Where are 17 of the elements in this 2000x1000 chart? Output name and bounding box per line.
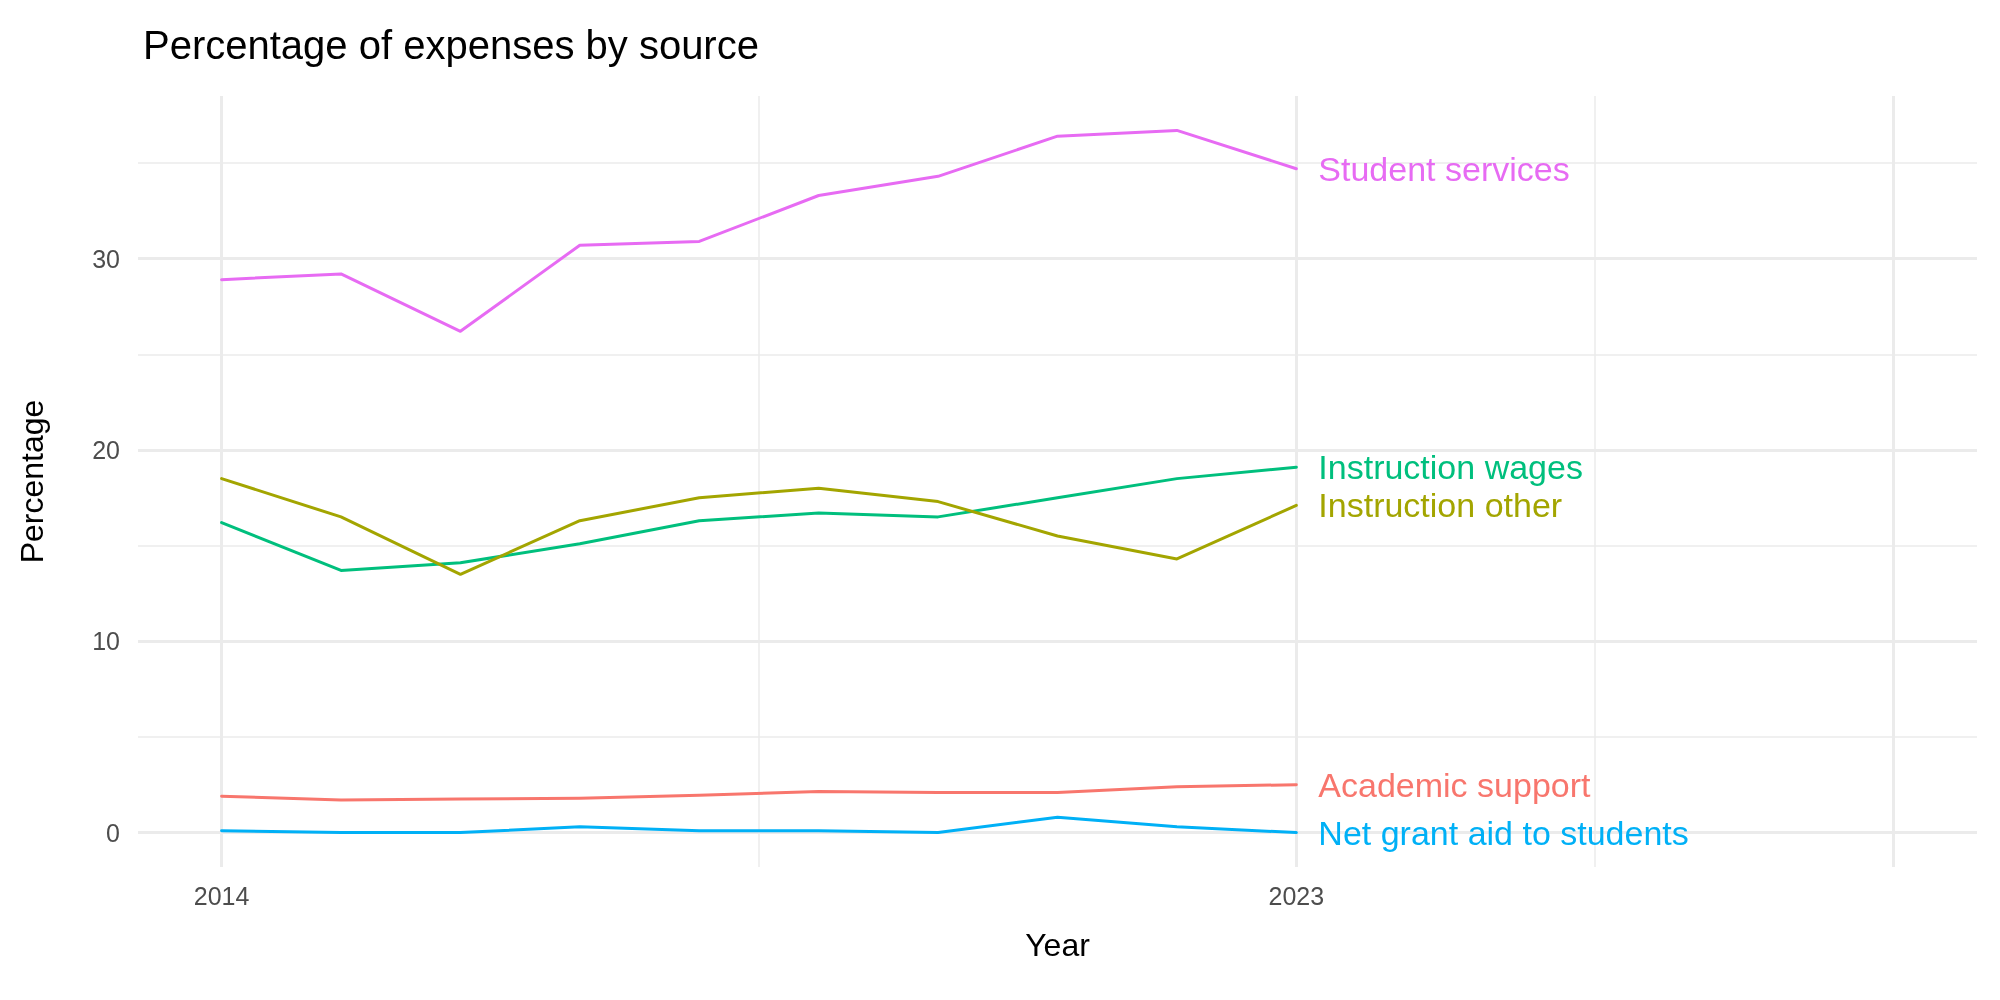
x-axis-title: Year	[1025, 927, 1091, 963]
line-series	[220, 128, 1298, 333]
series-label: Student services	[1318, 149, 1570, 188]
y-axis-title: Percentage	[14, 399, 50, 564]
series-label: Net grant aid to students	[1318, 813, 1689, 852]
y-tick-label: 30	[92, 244, 120, 273]
line-series	[220, 783, 1298, 802]
series-label: Academic support	[1318, 765, 1592, 804]
x-tick-label: 2023	[1268, 881, 1325, 910]
y-tick-label: 20	[92, 435, 120, 464]
x-tick-label: 2014	[193, 881, 250, 910]
y-tick-label: 0	[106, 818, 120, 847]
series-label: Instruction wages	[1318, 448, 1583, 487]
y-tick-label: 10	[92, 627, 120, 656]
chart-title: Percentage of expenses by source	[143, 23, 759, 67]
line-series	[220, 815, 1298, 835]
series-label: Instruction other	[1318, 486, 1563, 525]
